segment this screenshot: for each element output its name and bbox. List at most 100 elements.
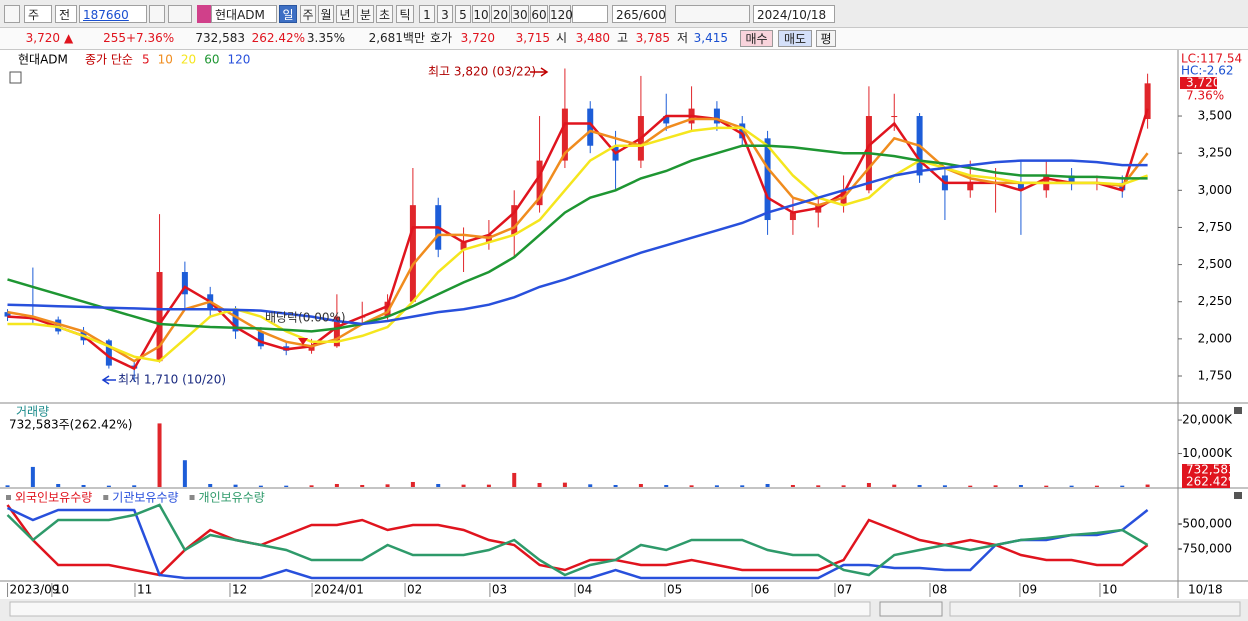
scope-select[interactable]: 전: [55, 5, 77, 23]
volume-bar: [816, 485, 821, 487]
annotation-arrow: [530, 67, 549, 77]
panel-close[interactable]: [1234, 492, 1242, 499]
interval-button[interactable]: 3: [437, 5, 453, 23]
panel-close[interactable]: [1234, 407, 1242, 414]
interval-button[interactable]: 30: [511, 5, 529, 23]
date-input[interactable]: 2024/10/18: [753, 5, 835, 23]
buy-button[interactable]: 매수: [740, 30, 773, 47]
high-label: 고: [617, 31, 629, 45]
search-button[interactable]: [149, 5, 165, 23]
x-tick-label: 12: [232, 583, 247, 597]
sound-button[interactable]: [168, 5, 192, 23]
interval-button[interactable]: 20: [491, 5, 510, 23]
interval-button[interactable]: 60: [530, 5, 548, 23]
change: 255: [103, 31, 126, 45]
empty-select[interactable]: [572, 5, 608, 23]
candle-body: [536, 160, 543, 206]
last-price-box: [1180, 77, 1217, 89]
volume-bar: [562, 482, 567, 487]
interval-button[interactable]: 5: [455, 5, 471, 23]
x-tick-label: 07: [837, 583, 852, 597]
candle-body: [561, 108, 568, 161]
hc-label: HC:-2.62: [1181, 64, 1234, 78]
period-button[interactable]: 분: [357, 5, 374, 23]
code-input[interactable]: 187660: [79, 5, 147, 23]
volume-bar: [132, 485, 137, 487]
series-line: [6, 506, 1149, 580]
dividend-marker: [298, 338, 308, 345]
period-button[interactable]: 일: [279, 5, 297, 23]
volume-bar: [5, 485, 10, 487]
candle-body: [156, 272, 163, 362]
candle-body: [55, 319, 62, 332]
candle-body: [384, 301, 391, 317]
price: 3,720: [25, 31, 60, 45]
period-button[interactable]: 월: [318, 5, 334, 23]
volume-bar: [486, 484, 491, 487]
volume-bar: [309, 485, 314, 487]
count-input[interactable]: 265/600: [612, 5, 666, 23]
candle-body: [663, 116, 670, 124]
annotation-high: 최고 3,820 (03/22): [428, 65, 536, 79]
zoom-controls[interactable]: [949, 601, 1241, 617]
candle-body: [713, 108, 720, 124]
volume-bar: [233, 484, 238, 487]
candle-body: [891, 116, 898, 118]
candle-body: [333, 316, 340, 347]
candle-body: [1068, 175, 1075, 183]
candle-body: [4, 312, 11, 317]
volume-bar: [284, 485, 289, 487]
volume-bar: [208, 483, 213, 487]
period-button[interactable]: 주: [300, 5, 316, 23]
volume-bar: [942, 485, 947, 487]
tool-icons[interactable]: [675, 5, 750, 23]
open-label: 시: [556, 31, 568, 45]
volume-bar: [968, 485, 973, 487]
mode-select[interactable]: 주: [24, 5, 52, 23]
legend-entry: 개인보유수량: [199, 491, 265, 505]
low: 3,415: [693, 31, 728, 45]
avg-button[interactable]: 평: [816, 30, 836, 47]
menu-icon[interactable]: [4, 5, 20, 23]
stock-name[interactable]: 현대ADM: [211, 5, 277, 23]
interval-button[interactable]: 120: [549, 5, 573, 23]
candle-body: [232, 309, 239, 332]
interval-button[interactable]: 10: [472, 5, 490, 23]
volume-bar: [360, 484, 365, 487]
volume-ratio: 262.42%: [251, 31, 305, 45]
y-tick-label: 2,000: [1198, 331, 1232, 345]
volume-bar: [765, 483, 770, 487]
interval-button[interactable]: 1: [419, 5, 435, 23]
x-end-label: 10/18: [1188, 583, 1223, 597]
annotation-arrow: [101, 375, 116, 385]
period-button[interactable]: 년: [336, 5, 354, 23]
quote-bar: [0, 28, 1248, 50]
legend-entry: 10: [158, 53, 173, 67]
volume-bar: [1018, 484, 1023, 487]
volume-bar: [892, 484, 897, 487]
candle-body: [739, 123, 746, 139]
candle-body: [1144, 83, 1151, 119]
y-tick-label: -500,000: [1178, 517, 1232, 531]
panel-icon[interactable]: [9, 71, 22, 84]
volume-bar: [512, 472, 517, 487]
scroll-buttons[interactable]: [879, 601, 943, 617]
period-button[interactable]: 틱: [396, 5, 414, 23]
volume-label: 거래량: [16, 405, 49, 419]
volume-bar: [1120, 485, 1125, 487]
period-button[interactable]: 초: [376, 5, 393, 23]
x-tick-label: 09: [1022, 583, 1037, 597]
volume-bar: [689, 485, 694, 487]
scroll-track[interactable]: [9, 601, 871, 617]
turnover: 3.35%: [306, 31, 345, 45]
legend-entry: 5: [142, 53, 150, 67]
annotation-low: 최저 1,710 (10/20): [118, 373, 226, 387]
candle-body: [257, 331, 264, 347]
volume-bar: [638, 483, 643, 487]
series-line: [7, 126, 1149, 363]
volume-bar: [334, 483, 339, 487]
sell-button[interactable]: 매도: [778, 30, 812, 47]
volume-pct-box: [1182, 476, 1230, 488]
